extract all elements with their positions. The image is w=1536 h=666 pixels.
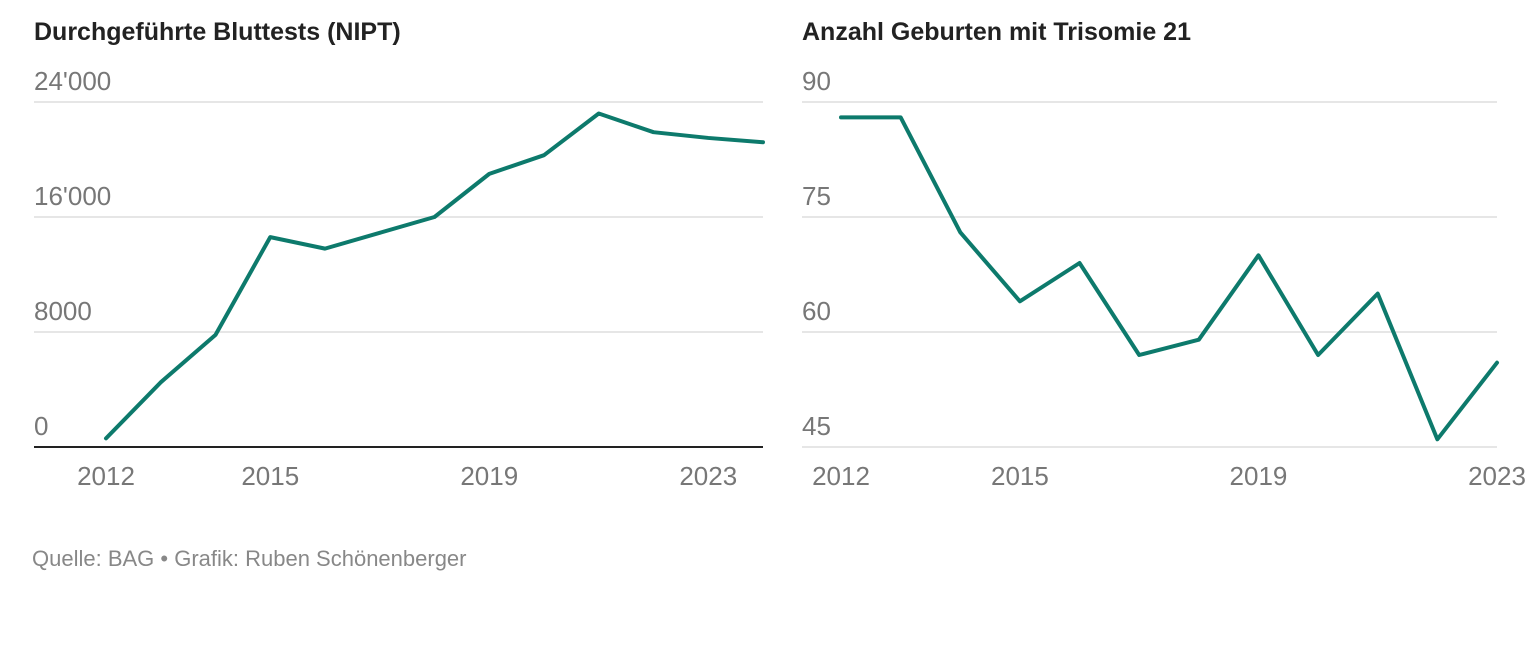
data-point-trisomie — [899, 115, 903, 119]
data-point-nipt — [761, 140, 765, 144]
y-tick-label-nipt: 24'000 — [34, 66, 111, 96]
data-point-nipt — [487, 172, 491, 176]
y-tick-label-nipt: 16'000 — [34, 181, 111, 211]
y-tick-label-trisomie: 75 — [802, 181, 831, 211]
data-point-trisomie — [1018, 299, 1022, 303]
data-point-nipt — [159, 380, 163, 384]
data-point-trisomie — [1376, 292, 1380, 296]
x-tick-label-nipt: 2019 — [460, 461, 518, 491]
data-point-nipt — [378, 231, 382, 235]
data-point-trisomie — [1197, 338, 1201, 342]
series-line-trisomie — [839, 115, 1499, 442]
data-point-trisomie — [1316, 353, 1320, 357]
data-point-trisomie — [1256, 253, 1260, 257]
x-tick-label-nipt: 2023 — [679, 461, 737, 491]
data-point-nipt — [652, 130, 655, 134]
data-point-trisomie — [1078, 261, 1082, 265]
x-tick-label-trisomie: 2023 — [1468, 461, 1526, 491]
data-point-nipt — [323, 247, 327, 251]
data-point-nipt — [597, 112, 601, 115]
y-tick-label-nipt: 0 — [34, 411, 48, 441]
data-point-nipt — [706, 136, 710, 140]
chart-title-trisomie: Anzahl Geburten mit Trisomie 21 — [802, 18, 1191, 46]
y-tick-label-trisomie: 60 — [802, 296, 831, 326]
data-point-trisomie — [839, 115, 843, 119]
data-point-nipt — [214, 333, 217, 337]
data-point-nipt — [433, 215, 436, 219]
x-tick-label-trisomie: 2019 — [1230, 461, 1288, 491]
data-point-trisomie — [1495, 361, 1499, 365]
source-note: Quelle: BAG • Grafik: Ruben Schönenberge… — [32, 546, 467, 571]
y-tick-label-trisomie: 45 — [802, 411, 831, 441]
data-point-nipt — [104, 436, 108, 440]
data-point-trisomie — [958, 230, 962, 234]
x-tick-label-trisomie: 2015 — [991, 461, 1049, 491]
data-point-trisomie — [1137, 353, 1141, 357]
data-point-nipt — [268, 235, 272, 239]
chart-title-nipt: Durchgeführte Bluttests (NIPT) — [34, 18, 401, 46]
x-tick-label-nipt: 2012 — [77, 461, 135, 491]
x-tick-label-nipt: 2015 — [241, 461, 299, 491]
x-tick-label-trisomie: 2012 — [812, 461, 870, 491]
data-point-trisomie — [1435, 437, 1439, 441]
y-tick-label-trisomie: 90 — [802, 66, 831, 96]
y-tick-label-nipt: 8000 — [34, 296, 92, 326]
data-point-nipt — [542, 153, 546, 157]
